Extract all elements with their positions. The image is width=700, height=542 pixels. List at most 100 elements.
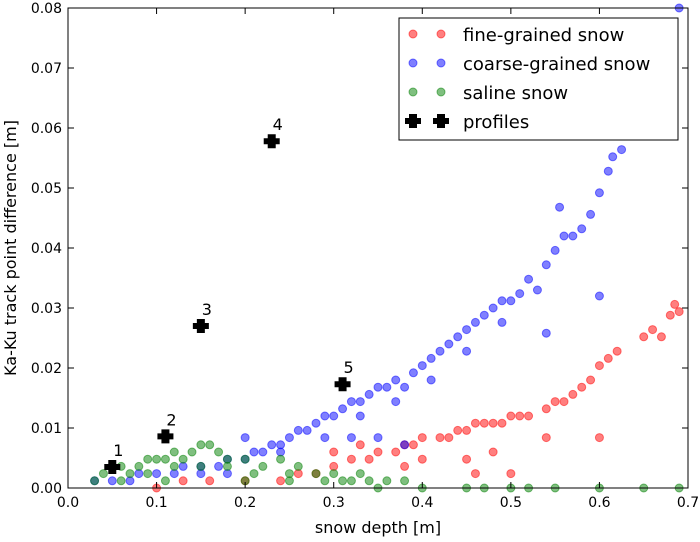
data-point	[417, 433, 427, 443]
axes: 0.0 0.1 0.2 0.3 0.4 0.5 0.6 0.7 0.00 0.01 0.02 0.03…	[31, 1, 699, 511]
data-point	[639, 332, 649, 342]
series-0	[152, 299, 684, 493]
data-point	[249, 447, 259, 457]
data-point	[656, 332, 666, 342]
legend-marker-saline	[436, 87, 446, 97]
data-point	[462, 325, 472, 335]
data-point	[311, 469, 321, 479]
data-point	[470, 418, 480, 428]
data-point	[586, 209, 596, 219]
data-point	[258, 461, 268, 471]
data-point	[612, 346, 622, 356]
data-point	[329, 411, 339, 421]
plot-marks: 1 2 3 4 5	[90, 3, 684, 493]
data-point	[187, 447, 197, 457]
data-point	[222, 461, 232, 471]
profile-label: 1	[113, 441, 123, 460]
data-point	[470, 317, 480, 327]
data-point	[364, 454, 374, 464]
data-point	[550, 245, 560, 255]
data-point	[134, 461, 144, 471]
legend-marker-coarse	[436, 58, 446, 68]
profile-label: 3	[202, 300, 212, 319]
profile-marker	[192, 319, 209, 333]
x-tick-label: 0.0	[57, 495, 79, 511]
y-tick-label: 0.01	[31, 421, 62, 437]
data-point	[408, 440, 418, 450]
data-point	[497, 317, 507, 327]
data-point	[214, 461, 224, 471]
data-point	[408, 368, 418, 378]
profile-marker	[104, 460, 121, 474]
data-point	[214, 447, 224, 457]
data-point	[532, 285, 542, 295]
data-point	[488, 303, 498, 313]
data-point	[462, 454, 472, 464]
data-point	[462, 346, 472, 356]
data-point	[524, 411, 534, 421]
data-point	[400, 440, 410, 450]
data-point	[382, 476, 392, 486]
data-point	[541, 260, 551, 270]
data-point	[524, 274, 534, 284]
data-point	[293, 425, 303, 435]
y-tick-label: 0.07	[31, 61, 62, 77]
data-point	[541, 404, 551, 414]
data-point	[240, 454, 250, 464]
data-point	[320, 476, 330, 486]
legend-marker-profiles	[433, 114, 449, 128]
data-point	[586, 375, 596, 385]
data-point	[444, 339, 454, 349]
data-point	[293, 461, 303, 471]
data-point	[373, 447, 383, 457]
data-point	[125, 469, 135, 479]
x-tick-label: 0.6	[588, 495, 610, 511]
data-point	[435, 346, 445, 356]
data-point	[373, 433, 383, 443]
data-point	[329, 447, 339, 457]
data-point	[98, 469, 108, 479]
data-point	[267, 440, 277, 450]
x-tick-label: 0.7	[677, 495, 699, 511]
y-tick-label: 0.03	[31, 301, 62, 317]
legend-marker-saline	[408, 87, 418, 97]
data-point	[603, 353, 613, 363]
data-point	[143, 454, 153, 464]
data-point	[497, 296, 507, 306]
data-point	[470, 469, 480, 479]
data-point	[497, 418, 507, 428]
data-point	[594, 188, 604, 198]
data-point	[488, 447, 498, 457]
data-point	[355, 440, 365, 450]
x-axis-label: snow depth [m]	[315, 518, 441, 537]
data-point	[346, 433, 356, 443]
data-point	[594, 291, 604, 301]
data-point	[479, 418, 489, 428]
profile-label: 2	[166, 410, 176, 429]
data-point	[665, 310, 675, 320]
y-tick-label: 0.08	[31, 1, 62, 17]
data-point	[355, 397, 365, 407]
data-point	[568, 389, 578, 399]
data-point	[435, 433, 445, 443]
data-point	[169, 447, 179, 457]
y-tick-label: 0.02	[31, 361, 62, 377]
legend: fine-grained snow coarse-grained snow sa…	[398, 17, 679, 141]
data-point	[329, 469, 339, 479]
data-point	[426, 375, 436, 385]
data-point	[594, 433, 604, 443]
legend-marker-fine	[436, 29, 446, 39]
data-point	[670, 299, 680, 309]
data-point	[258, 447, 268, 457]
legend-marker-profiles	[405, 114, 421, 128]
data-point	[346, 476, 356, 486]
data-point	[577, 382, 587, 392]
data-point	[391, 397, 401, 407]
data-point	[400, 476, 410, 486]
data-point	[648, 325, 658, 335]
data-point	[674, 307, 684, 317]
data-point	[107, 476, 117, 486]
data-point	[577, 224, 587, 234]
data-point	[160, 454, 170, 464]
